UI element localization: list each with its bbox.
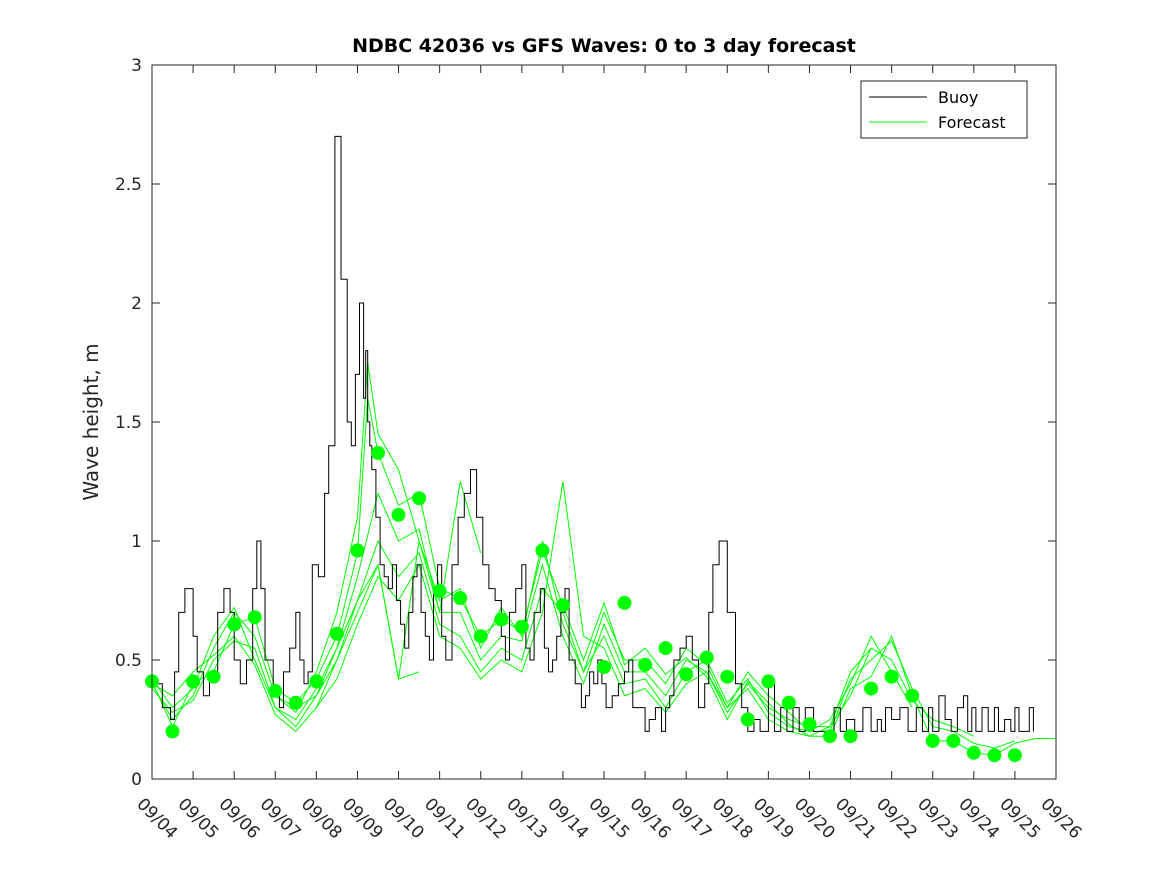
forecast-marker — [699, 650, 714, 665]
forecast-marker — [823, 729, 837, 744]
y-tick-label: 2.5 — [115, 175, 142, 195]
forecast-marker — [453, 591, 468, 606]
y-tick-label: 0 — [131, 770, 142, 790]
forecast-line — [151, 481, 872, 737]
forecast-line — [315, 563, 420, 708]
forecast-marker — [638, 657, 653, 672]
forecast-marker — [268, 683, 283, 698]
forecast-marker — [658, 641, 673, 656]
y-tick-label: 1.5 — [115, 413, 142, 433]
forecast-marker — [309, 674, 324, 689]
legend: Buoy Forecast — [860, 80, 1028, 139]
forecast-marker — [186, 674, 201, 689]
forecast-marker — [884, 669, 899, 684]
legend-buoy-label: Buoy — [938, 88, 978, 107]
forecast-marker — [905, 688, 920, 703]
forecast-marker — [802, 717, 817, 732]
plot-frame — [151, 64, 1057, 780]
forecast-marker — [350, 543, 365, 558]
forecast-marker — [165, 724, 180, 739]
forecast-marker — [1007, 748, 1022, 763]
forecast-marker — [247, 610, 262, 625]
forecast-marker — [412, 491, 427, 506]
forecast-marker — [555, 598, 570, 613]
forecast-line — [151, 491, 975, 737]
y-tick-labels: 0 0.5 1 1.5 2 2.5 3 — [115, 56, 142, 790]
forecast-marker — [864, 681, 879, 696]
forecast-marker — [617, 595, 632, 610]
forecast-marker — [329, 626, 344, 641]
chart-title: NDBC 42036 vs GFS Waves: 0 to 3 day fore… — [352, 35, 856, 57]
forecast-marker — [925, 733, 940, 748]
forecast-marker — [288, 695, 303, 710]
forecast-marker — [987, 748, 1002, 763]
forecast-marker — [391, 507, 406, 522]
forecast-marker — [679, 667, 694, 682]
axis-ticks — [151, 64, 1057, 780]
legend-box — [860, 80, 1028, 139]
y-tick-label: 1 — [131, 532, 142, 552]
forecast-marker — [946, 733, 961, 748]
forecast-markers — [145, 445, 1022, 763]
buoy-line — [152, 135, 1034, 732]
y-tick-label: 3 — [131, 56, 142, 76]
forecast-marker — [597, 660, 611, 675]
forecast-marker — [966, 745, 981, 760]
forecast-marker — [740, 712, 755, 727]
forecast-marker — [473, 629, 488, 644]
forecast-marker — [206, 669, 221, 684]
forecast-marker — [371, 445, 385, 460]
forecast-line — [151, 539, 913, 732]
forecast-marker — [843, 729, 858, 744]
forecast-marker — [494, 612, 509, 627]
y-tick-label: 2 — [131, 294, 142, 314]
y-axis-label: Wave height, m — [79, 343, 103, 500]
forecast-marker — [535, 543, 550, 558]
forecast-marker — [781, 695, 796, 710]
forecast-marker — [432, 584, 447, 598]
forecast-marker — [227, 617, 242, 632]
forecast-marker — [720, 669, 735, 684]
forecast-marker — [514, 619, 529, 634]
y-tick-label: 0.5 — [115, 651, 142, 671]
forecast-marker — [761, 674, 776, 689]
legend-forecast-label: Forecast — [938, 113, 1006, 132]
